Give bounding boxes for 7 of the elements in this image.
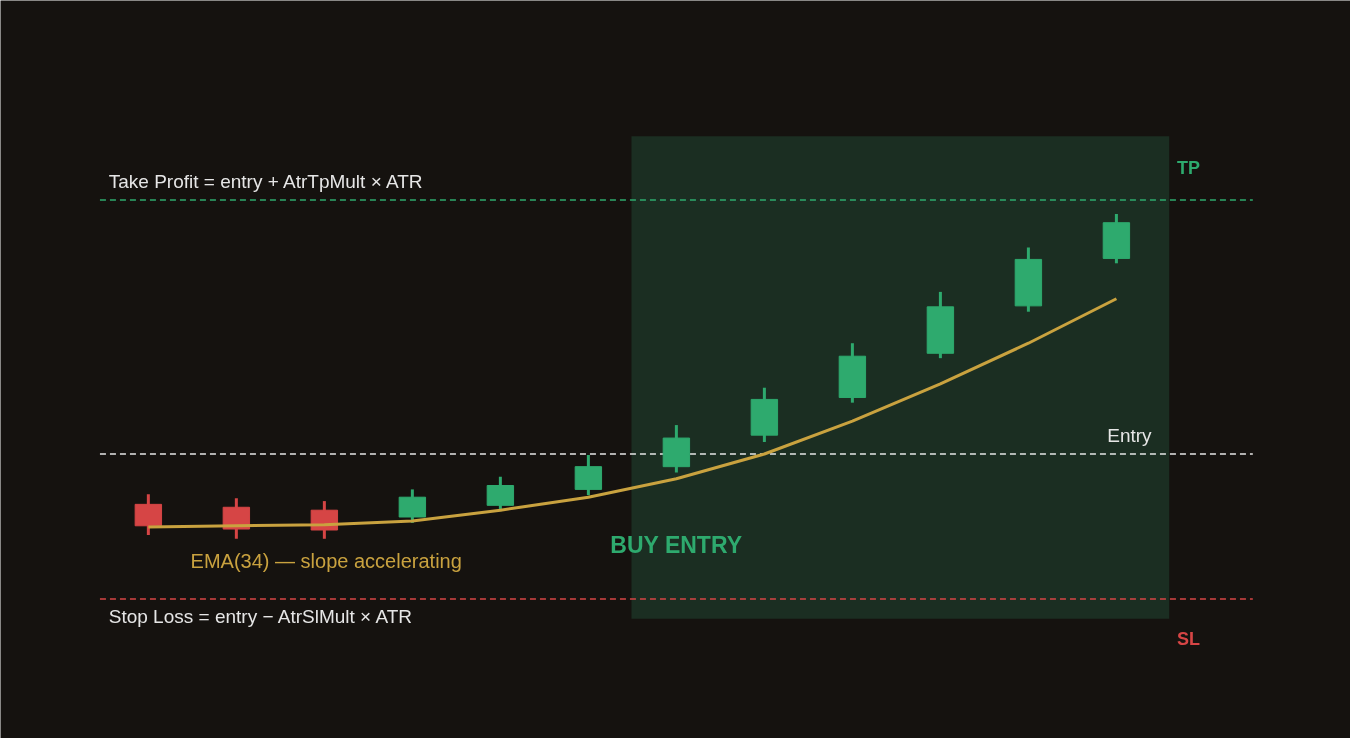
ref-line-label: Entry <box>1107 424 1153 446</box>
ref-line-label: Take Profit = entry + AtrTpMult × ATR <box>108 170 423 192</box>
annotation: BUY ENTRY <box>610 532 742 559</box>
annotation: SL <box>1177 628 1201 649</box>
ref-line-label: Stop Loss = entry − AtrSlMult × ATR <box>108 605 413 627</box>
series-label: EMA(34) — slope accelerating <box>190 550 462 573</box>
annotation: TP <box>1177 157 1201 178</box>
